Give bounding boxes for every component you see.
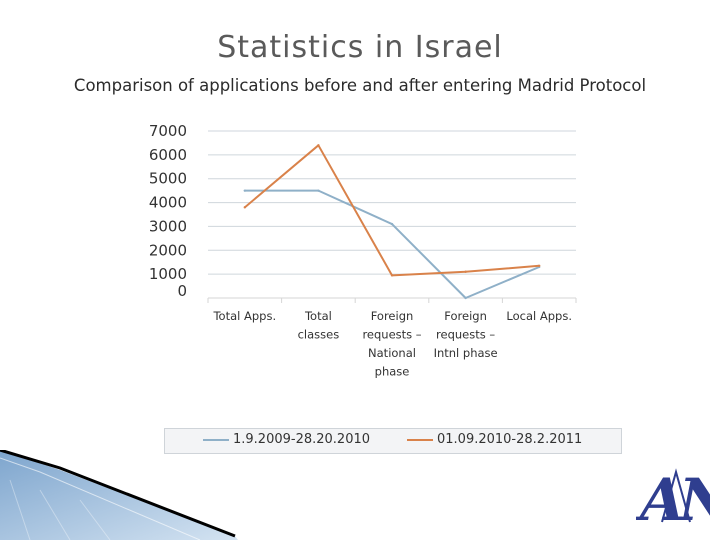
an-logo: AN [635,464,720,534]
data-point-s2-3 [464,270,467,273]
y-tick-label-0: 0 [177,282,187,300]
y-tick-label-7000: 7000 [149,122,187,140]
data-point-s1-0 [243,189,246,192]
slide-title: Statistics in Israel [217,30,503,65]
legend-swatch-series-1 [203,438,229,441]
x-category-line: requests – [436,328,495,342]
legend-label-series-1: 1.9.2009-28.20.2010 [233,432,371,447]
data-point-s1-2 [390,222,394,226]
data-point-s1-3 [464,296,467,300]
x-category-label-4: Local Apps. [506,309,572,323]
y-tick-label-4000: 4000 [149,194,187,212]
x-category-line: National [368,346,416,360]
x-category-line: requests – [362,328,421,342]
x-category-line: Foreign [444,309,487,323]
x-category-line: classes [298,328,340,342]
legend-swatch-series-2 [407,438,433,441]
y-tick-label-5000: 5000 [149,170,187,188]
y-tick-label-2000: 2000 [149,241,187,259]
decorative-swoosh [0,450,238,540]
slide-subtitle: Comparison of applications before and af… [73,76,647,95]
legend-label-series-2: 01.09.2010-28.2.2011 [437,432,583,447]
x-category-line: Local Apps. [506,309,572,323]
x-category-line: phase [375,365,410,379]
y-tick-label-3000: 3000 [149,217,187,235]
x-category-label-0: Total Apps. [212,309,276,323]
data-point-s2-1 [317,144,320,147]
x-category-label-2: Foreign requests – National phase [362,309,421,379]
data-point-s2-2 [390,274,394,277]
legend-item-series-2: 01.09.2010-28.2.2011 [407,432,582,447]
y-tick-label-1000: 1000 [149,265,187,283]
series-line-1 [244,189,540,299]
chart-legend: 1.9.2009-28.20.2010 01.09.2010-28.2.2011 [164,428,622,454]
x-category-label-3: Foreign requests – Intnl phase [434,309,498,360]
series-line-2 [244,144,540,277]
y-tick-label-6000: 6000 [149,146,187,164]
data-point-s2-0 [243,206,246,209]
data-point-s2-4 [538,264,541,267]
x-category-line: Intnl phase [434,346,498,360]
legend-item-series-1: 1.9.2009-28.20.2010 [203,432,370,447]
data-point-s1-1 [317,189,320,192]
x-category-line: Foreign [371,309,414,323]
x-category-line: Total Apps. [212,309,276,323]
x-category-line: Total [304,309,332,323]
svg-text:AN: AN [636,466,710,530]
x-category-label-1: Total classes [298,309,340,342]
